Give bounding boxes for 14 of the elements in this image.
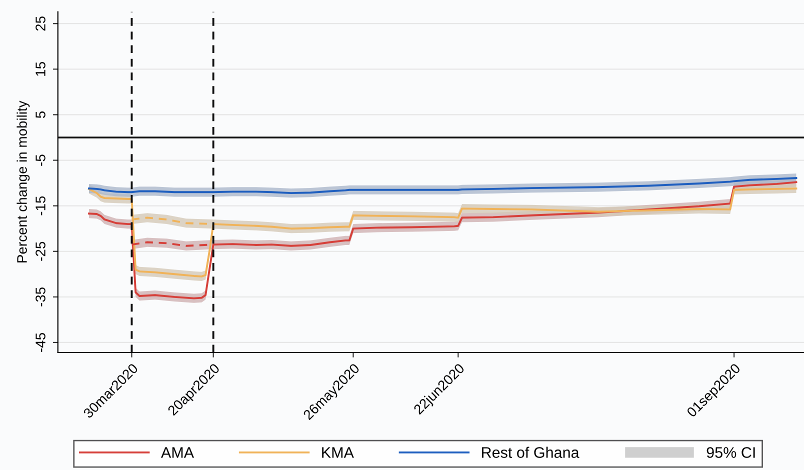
legend-label: KMA	[322, 447, 354, 458]
y-axis-title: Percent change in mobility	[16, 100, 30, 262]
y-tick-label: -45	[36, 333, 46, 352]
y-tick-label: 15	[36, 62, 46, 76]
y-tick-label: 5	[36, 111, 46, 118]
text: 95% CI	[706, 447, 755, 458]
line-series	[88, 177, 798, 194]
legend-label: AMA	[160, 447, 194, 458]
y-tick-label: -35	[36, 287, 46, 306]
y-tick-label: 25	[36, 16, 46, 31]
y-tick-label: -5	[36, 154, 46, 166]
y-tick-label: -15	[36, 196, 46, 216]
legend-label: Rest of Ghana	[482, 446, 580, 458]
y-tick-label: -25	[36, 242, 46, 261]
